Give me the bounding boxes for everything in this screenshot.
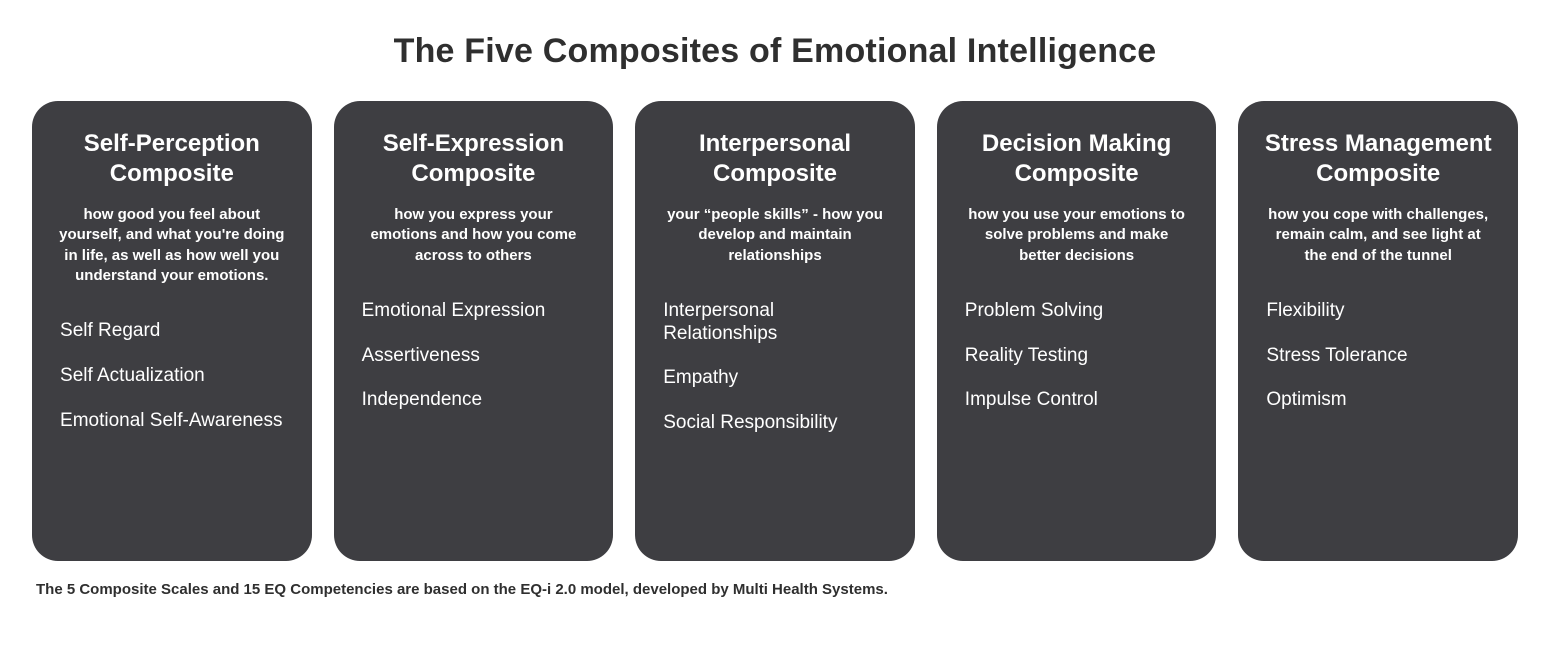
card-description: how you cope with challenges, remain cal…: [1262, 205, 1494, 266]
card-title: Decision Making Composite: [961, 129, 1193, 189]
competency-item: Impulse Control: [965, 389, 1189, 412]
card-stress-management: Stress Management Composite how you cope…: [1238, 101, 1518, 561]
footnote: The 5 Composite Scales and 15 EQ Compete…: [32, 581, 1518, 598]
competency-item: Optimism: [1266, 389, 1490, 412]
competency-list: Interpersonal Relationships Empathy Soci…: [659, 300, 891, 457]
competency-item: Empathy: [663, 367, 887, 390]
card-description: how you express your emotions and how yo…: [358, 205, 590, 266]
card-title: Stress Management Composite: [1262, 129, 1494, 189]
card-title: Self-Expression Composite: [358, 129, 590, 189]
competency-list: Flexibility Stress Tolerance Optimism: [1262, 300, 1494, 434]
competency-item: Problem Solving: [965, 300, 1189, 323]
competency-list: Problem Solving Reality Testing Impulse …: [961, 300, 1193, 434]
competency-item: Flexibility: [1266, 300, 1490, 323]
competency-list: Self Regard Self Actualization Emotional…: [56, 320, 288, 454]
competency-item: Self Regard: [60, 320, 284, 343]
competency-list: Emotional Expression Assertiveness Indep…: [358, 300, 590, 434]
card-self-expression: Self-Expression Composite how you expres…: [334, 101, 614, 561]
competency-item: Reality Testing: [965, 345, 1189, 368]
card-title: Self-Perception Composite: [56, 129, 288, 189]
competency-item: Social Responsibility: [663, 412, 887, 435]
competency-item: Independence: [362, 389, 586, 412]
competency-item: Emotional Expression: [362, 300, 586, 323]
card-decision-making: Decision Making Composite how you use yo…: [937, 101, 1217, 561]
card-description: your “people skills” - how you develop a…: [659, 205, 891, 266]
competency-item: Self Actualization: [60, 365, 284, 388]
card-self-perception: Self-Perception Composite how good you f…: [32, 101, 312, 561]
competency-item: Stress Tolerance: [1266, 345, 1490, 368]
card-interpersonal: Interpersonal Composite your “people ski…: [635, 101, 915, 561]
competency-item: Emotional Self-Awareness: [60, 410, 284, 433]
card-description: how you use your emotions to solve probl…: [961, 205, 1193, 266]
competency-item: Interpersonal Relationships: [663, 300, 887, 346]
competency-item: Assertiveness: [362, 345, 586, 368]
cards-row: Self-Perception Composite how good you f…: [32, 101, 1518, 561]
page-title: The Five Composites of Emotional Intelli…: [32, 32, 1518, 71]
card-description: how good you feel about yourself, and wh…: [56, 205, 288, 286]
card-title: Interpersonal Composite: [659, 129, 891, 189]
